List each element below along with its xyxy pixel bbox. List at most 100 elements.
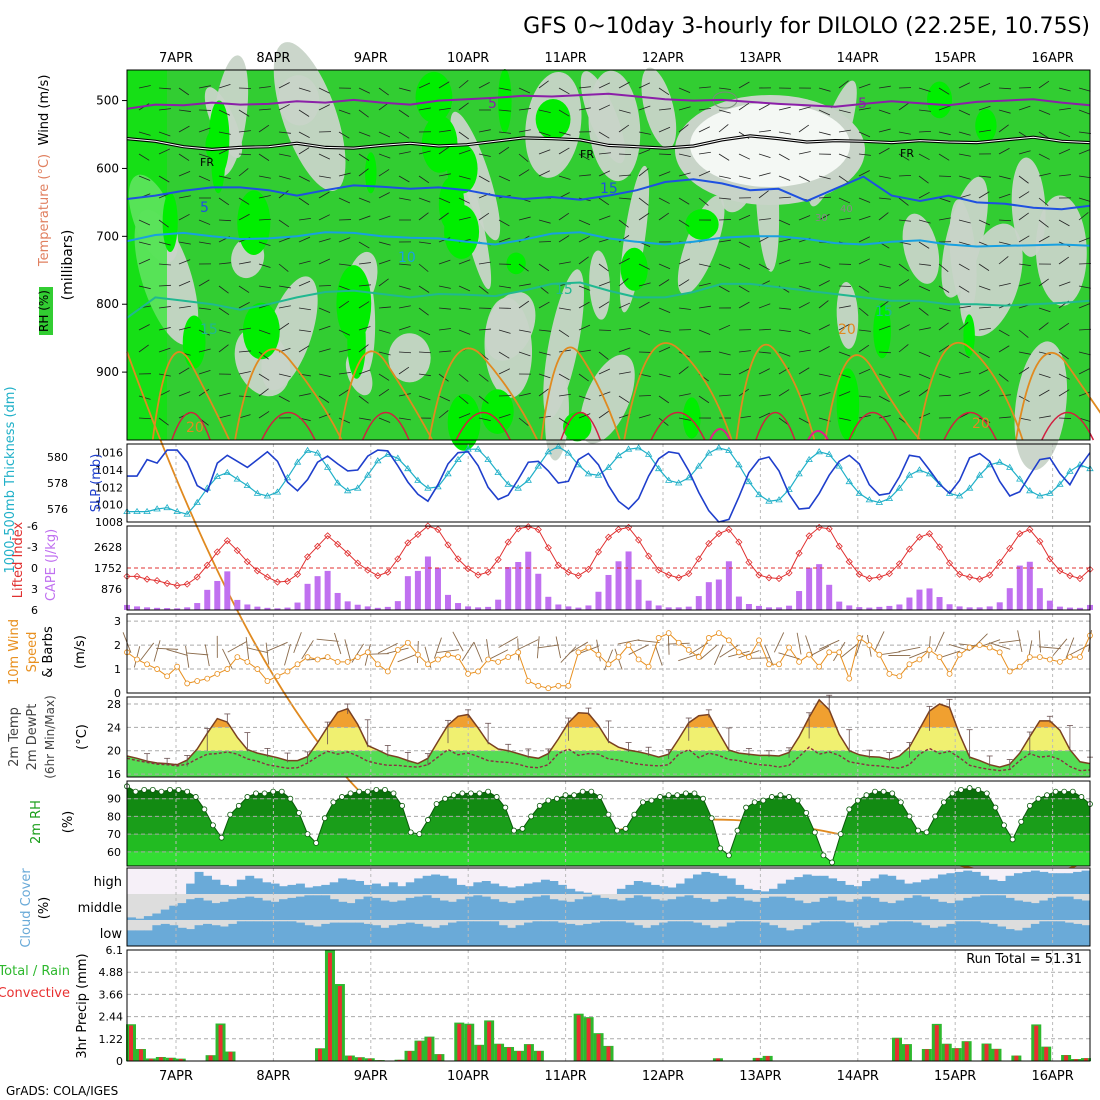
wind-barb <box>378 329 391 334</box>
cloud-cell <box>591 922 601 946</box>
wind-barb <box>178 171 191 177</box>
cloud-cell <box>642 896 652 920</box>
wind-barb <box>998 87 1012 90</box>
data-point <box>940 799 947 806</box>
wind-barb <box>738 350 751 353</box>
cape-bar <box>836 601 843 610</box>
precip-tick-label: 3.66 <box>99 988 124 1001</box>
wind-barb <box>978 219 991 226</box>
data-point <box>442 795 449 802</box>
wind-barb <box>338 389 350 397</box>
cape-bar <box>966 607 973 610</box>
wind-barb <box>278 190 289 199</box>
rh-dry-region <box>941 176 988 298</box>
rh-moist-region <box>421 115 458 173</box>
wind-barb <box>558 175 571 180</box>
data-point <box>845 477 853 485</box>
cloud-cell <box>380 900 390 920</box>
wind-barb <box>878 415 891 419</box>
wind-barb <box>798 393 811 397</box>
data-point <box>164 673 171 680</box>
precip-convective-bar <box>576 1015 581 1061</box>
wind-barb <box>578 413 591 419</box>
wind-barb <box>198 153 211 159</box>
data-point <box>214 670 221 677</box>
rh-moist-region <box>927 81 953 119</box>
wind-barb <box>758 394 771 397</box>
data-point <box>394 454 402 461</box>
wind-barb <box>718 263 731 269</box>
wind-barb <box>378 278 389 287</box>
cloud-cell <box>1047 873 1057 894</box>
cloud-cell <box>676 921 686 946</box>
cloud-cell <box>566 923 576 946</box>
cloud-cell <box>169 925 179 946</box>
wind-barb <box>578 285 591 291</box>
cloud-cell <box>186 929 196 946</box>
wind-barb <box>778 196 791 199</box>
cloud-cell <box>127 917 136 920</box>
chart-title: GFS 0~10day 3-hourly for DILOLO (22.25E,… <box>523 14 1090 39</box>
wind-barb <box>758 368 770 375</box>
data-point <box>915 827 921 834</box>
wind-tick-label: 1 <box>114 663 121 676</box>
cloud-cell <box>904 921 914 946</box>
cloud-cell <box>946 923 956 946</box>
wind-barb <box>278 395 290 403</box>
data-point <box>294 661 301 668</box>
x-tick-label: 13APR <box>739 1069 781 1084</box>
wind-barb <box>978 82 991 89</box>
x-tick-label: 15APR <box>934 1069 976 1084</box>
wind-barb <box>398 175 410 183</box>
wind-barb <box>998 109 1011 114</box>
wind-barb <box>958 131 971 136</box>
data-point <box>923 829 930 836</box>
cloud-cell <box>777 883 787 894</box>
data-point <box>344 658 351 665</box>
data-point <box>278 788 285 795</box>
y-tick-label: 500 <box>96 94 119 108</box>
data-point <box>695 654 702 660</box>
data-point <box>983 790 990 797</box>
cloud-cell <box>912 895 922 920</box>
cloud-cell <box>270 901 280 920</box>
wind-barb <box>398 305 411 309</box>
wind-barb <box>418 107 431 111</box>
wind-barb <box>958 153 971 157</box>
wind-barb <box>578 349 591 353</box>
data-point <box>515 649 522 656</box>
cape-bar <box>675 607 682 610</box>
x-tick-label: 16APR <box>1031 51 1073 66</box>
cloud-cell <box>937 901 947 920</box>
cloud-cell <box>1039 900 1049 920</box>
cloud-cell <box>642 882 652 894</box>
wind-barb <box>258 241 271 246</box>
cloud-cell <box>988 923 998 946</box>
wind-barb <box>358 215 371 221</box>
wind-barb <box>798 417 810 425</box>
data-point <box>765 574 773 582</box>
rh-tick-label: 90 <box>107 793 121 806</box>
data-point <box>906 813 913 820</box>
wind-barb <box>198 127 211 133</box>
cape-bar <box>605 574 612 610</box>
data-point <box>564 449 573 456</box>
cloud-cell <box>912 922 922 946</box>
cape-bar <box>404 576 411 610</box>
data-point <box>253 489 262 496</box>
data-point <box>304 654 311 660</box>
warm-isotherm <box>171 411 211 441</box>
cloud-cell <box>422 895 432 920</box>
wind-barb <box>158 306 171 309</box>
wind-barb <box>678 393 691 397</box>
cloud-cell <box>895 879 905 894</box>
wind-barb <box>1038 153 1050 160</box>
wind-barb <box>265 642 270 665</box>
data-point <box>956 570 964 578</box>
cloud-cell <box>557 922 567 946</box>
data-point <box>474 445 482 452</box>
precip-convective-bar <box>417 1041 422 1061</box>
cloud-cell <box>203 875 212 894</box>
wind-barb <box>818 213 830 221</box>
cloud-cell <box>642 927 652 946</box>
